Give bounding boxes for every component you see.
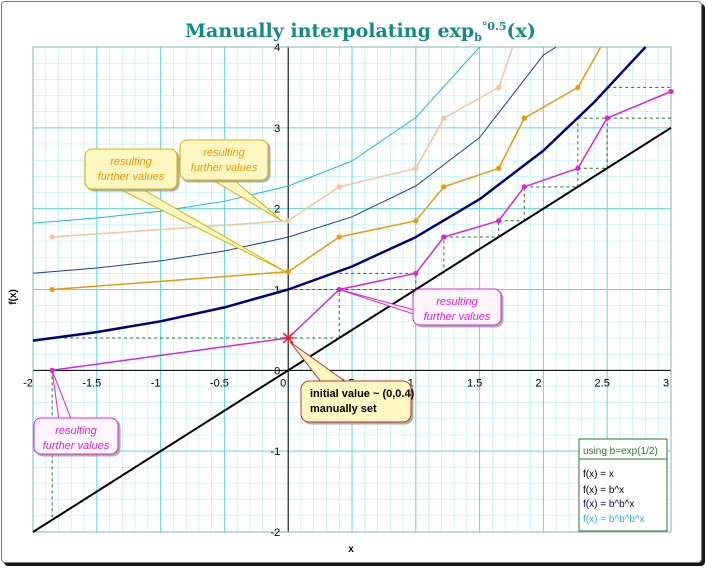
x-tick-label: 0 (280, 377, 286, 389)
callout-orange-b-box (179, 139, 269, 181)
callout-initial-box (300, 380, 412, 423)
x-tick-label: 3 (663, 377, 669, 389)
series-interp-point (604, 115, 610, 121)
callout-magenta-b-box (33, 417, 119, 455)
series-interp-point (441, 234, 447, 240)
chart-title-exponent: °0.5 (482, 20, 507, 33)
series-exp3-line (32, 46, 480, 224)
series-interp-point (496, 218, 502, 224)
series-orange-point (496, 165, 502, 171)
series-peach-point (441, 115, 447, 121)
x-tick-label: 1 (408, 377, 414, 389)
y-tick-label: -1 (270, 446, 280, 458)
series-interp-line (51, 90, 672, 372)
y-tick-label: 4 (274, 42, 280, 54)
plot-border (32, 46, 672, 533)
callout-orange-b-text: further values (191, 162, 258, 174)
callout-orange-a-text: resulting (110, 156, 152, 168)
callout-orange-a-box (84, 148, 178, 190)
y-tick-label: 3 (274, 123, 280, 135)
callout-initial-text: initial value ~ (0,0.4) (310, 388, 415, 400)
series-peach-point (336, 184, 342, 190)
series-orange-point (575, 84, 581, 91)
series-orange-point (413, 218, 419, 224)
chart-title-arg: (x) (507, 20, 536, 42)
series-orange-point (336, 234, 342, 240)
series-exp1-line (32, 46, 647, 342)
x-tick-label: -2 (23, 377, 33, 389)
chart-title-main: Manually interpolating exp (185, 20, 474, 42)
callout-magenta-b-text: resulting (55, 425, 97, 437)
series-orange-point (49, 286, 55, 293)
legend-entry-exp1: f(x) = b^x (583, 485, 624, 496)
callout-magenta-a-text: further values (424, 311, 491, 323)
series-identity-line (32, 126, 672, 533)
x-axis-label: x (348, 544, 354, 555)
callout-orange-a-text: further values (98, 171, 165, 183)
callouts: resulting further values resulting further … (33, 139, 502, 455)
series-peach-point (49, 234, 55, 240)
series-peach-point (285, 218, 291, 224)
series-interp-point (575, 165, 581, 171)
series-peach-point (413, 165, 419, 171)
y-tick-label: 1 (274, 285, 280, 297)
series-orange-point (441, 184, 447, 190)
y-tick-label: 2 (274, 204, 280, 216)
series-peach-point (496, 84, 502, 91)
x-tick-label: 2.5 (595, 377, 610, 389)
series-orange-point (521, 115, 527, 121)
series-interp-point (521, 184, 527, 190)
y-axis-label: f(x) (8, 289, 19, 305)
chart-title: Manually interpolating expb°0.5(x) (185, 20, 536, 44)
series-exp2-line (32, 46, 557, 274)
legend-title: using b=exp(1/2) (583, 446, 658, 457)
chart-title-base: b (474, 31, 482, 44)
callout-initial-text: manually set (310, 403, 377, 415)
x-tick-label: 2 (535, 377, 541, 389)
legend: using b=exp(1/2) f(x) = x f(x) = b^x f(x… (578, 438, 668, 532)
y-tick-label: -2 (270, 527, 280, 539)
series-interp-point (668, 88, 674, 95)
x-tick-label: -0.5 (210, 377, 229, 389)
callout-orange-b-text: resulting (203, 147, 245, 159)
x-tick-label: -1 (151, 377, 161, 389)
x-tick-label: 1.5 (467, 377, 482, 389)
x-tick-label: -1.5 (82, 377, 101, 389)
callout-magenta-a-text: resulting (436, 296, 478, 308)
callout-magenta-b-text: further values (43, 440, 110, 452)
y-tick-label: 0 (274, 365, 280, 377)
legend-entry-identity: f(x) = x (583, 469, 614, 480)
legend-box (578, 438, 668, 532)
series-interp-point (413, 270, 419, 276)
legend-entry-exp3: f(x) = b^b^b^x (583, 514, 645, 525)
legend-entry-exp2: f(x) = b^b^x (583, 499, 634, 510)
series-orange-point (285, 269, 291, 275)
callout-magenta-a-box (412, 288, 502, 326)
